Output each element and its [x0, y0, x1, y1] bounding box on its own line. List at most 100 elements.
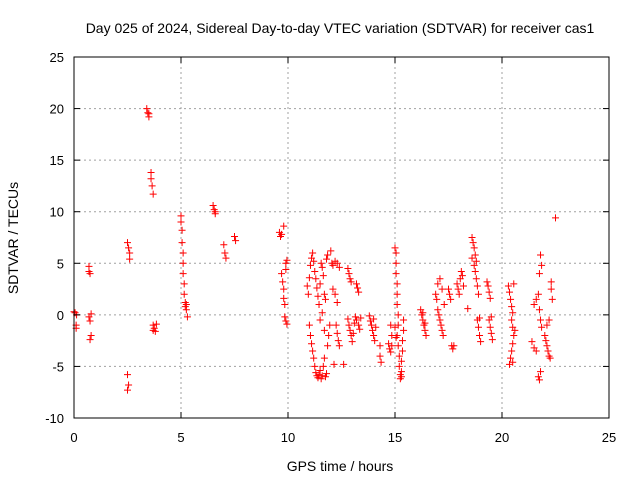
data-point	[508, 303, 516, 311]
data-point	[538, 261, 546, 269]
data-point	[327, 247, 335, 255]
data-point	[388, 342, 396, 350]
data-point	[182, 301, 190, 309]
data-point	[303, 282, 311, 290]
data-point	[179, 259, 187, 267]
data-point	[395, 362, 403, 370]
data-point	[147, 169, 155, 177]
data-point	[392, 259, 400, 267]
data-point	[318, 309, 326, 317]
data-point	[547, 285, 555, 293]
data-point	[487, 329, 495, 337]
y-tick-label: 20	[50, 102, 64, 117]
data-point	[455, 290, 463, 298]
data-point	[330, 360, 338, 368]
data-point	[148, 182, 156, 190]
data-point	[393, 301, 401, 309]
data-point	[177, 218, 185, 226]
y-tick-label: 10	[50, 205, 64, 220]
data-point	[283, 256, 291, 264]
y-tick-label: 0	[57, 308, 64, 323]
data-point	[457, 268, 465, 276]
data-point	[279, 278, 287, 286]
data-point	[458, 272, 466, 280]
data-point	[305, 274, 313, 282]
data-point	[180, 280, 188, 288]
data-point	[438, 285, 446, 293]
data-point	[282, 265, 290, 273]
data-point	[312, 275, 320, 283]
data-point	[546, 354, 554, 362]
data-point	[376, 352, 384, 360]
data-point	[333, 298, 341, 306]
data-point	[535, 376, 543, 384]
data-point	[332, 321, 340, 329]
data-point	[387, 321, 395, 329]
data-point	[474, 290, 482, 298]
data-point	[509, 309, 517, 317]
data-point	[126, 255, 134, 263]
data-point	[392, 270, 400, 278]
data-point	[222, 254, 230, 262]
data-point	[304, 290, 312, 298]
data-point	[310, 257, 318, 265]
data-point	[391, 323, 399, 331]
data-point	[439, 331, 447, 339]
data-point	[320, 290, 328, 298]
data-point	[476, 331, 484, 339]
data-point	[326, 321, 334, 329]
data-point	[321, 295, 329, 303]
data-point	[280, 294, 288, 302]
data-point	[211, 208, 219, 216]
data-point	[486, 294, 494, 302]
data-point	[547, 278, 555, 286]
x-tick-label: 20	[495, 430, 509, 445]
data-point	[143, 105, 151, 113]
data-point	[473, 282, 481, 290]
data-point	[310, 354, 318, 362]
data-point	[348, 338, 356, 346]
data-point	[87, 331, 95, 339]
data-point	[397, 357, 405, 365]
y-tick-label: 5	[57, 256, 64, 271]
data-point	[507, 354, 515, 362]
data-point	[474, 323, 482, 331]
data-point	[392, 249, 400, 257]
data-point	[231, 232, 238, 240]
data-point	[324, 251, 332, 259]
data-point	[534, 290, 542, 298]
data-point	[315, 371, 323, 379]
data-point	[220, 241, 228, 249]
data-point	[394, 342, 402, 350]
data-point	[346, 326, 354, 334]
data-point	[440, 301, 448, 309]
data-point	[320, 354, 328, 362]
data-point	[377, 358, 385, 366]
data-point	[347, 278, 355, 286]
data-point	[280, 222, 288, 230]
data-point	[333, 259, 341, 267]
data-point	[280, 285, 288, 293]
data-point	[510, 331, 518, 339]
data-point	[433, 295, 441, 303]
data-point	[278, 230, 286, 238]
data-point	[365, 312, 373, 320]
data-point	[470, 244, 478, 252]
data-point	[367, 321, 375, 329]
data-point	[419, 309, 427, 317]
data-point	[504, 282, 512, 290]
data-point	[334, 337, 342, 345]
data-point	[314, 374, 322, 382]
data-point	[421, 319, 429, 327]
data-point	[331, 290, 339, 298]
x-tick-label: 5	[177, 430, 184, 445]
data-point	[509, 340, 517, 348]
data-point	[346, 275, 354, 283]
data-point	[505, 288, 513, 296]
data-point	[400, 316, 408, 324]
data-point	[316, 316, 324, 324]
data-point	[369, 326, 377, 334]
data-point	[311, 362, 319, 370]
data-point	[281, 313, 289, 321]
